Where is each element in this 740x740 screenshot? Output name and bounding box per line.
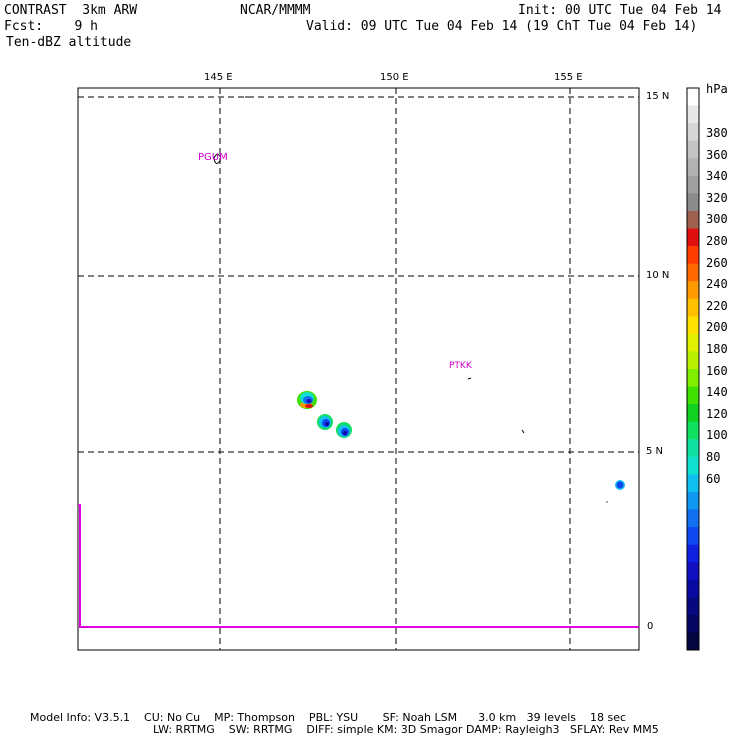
valid-time: Valid: 09 UTC Tue 04 Feb 14 (19 ChT Tue … (306, 19, 698, 34)
colorbar-swatch (687, 491, 699, 510)
colorbar-label: 180 (706, 342, 728, 356)
colorbar-border (686, 87, 700, 651)
colorbar-label: 100 (706, 428, 728, 443)
colorbar-swatch (687, 527, 699, 546)
colorbar-swatch (687, 369, 699, 388)
model-info-line1: Model Info: V3.5.1 CU: No Cu MP: Thompso… (30, 711, 627, 724)
colorbar-swatch (687, 281, 699, 300)
magenta-profile-line (78, 504, 639, 628)
colorbar-label: 140 (706, 385, 728, 400)
model-info-line2: LW: RRTMG SW: RRTMG DIFF: simple KM: 3D … (153, 723, 659, 736)
colorbar-label: 280 (706, 234, 728, 248)
colorbar-swatch (687, 105, 699, 124)
colorbar (686, 87, 700, 651)
colorbar-label: 320 (706, 190, 728, 205)
colorbar-label: 260 (706, 255, 728, 270)
echo-cell-2 (317, 414, 333, 430)
colorbar-swatch (687, 158, 699, 177)
colorbar-swatch (687, 333, 699, 352)
experiment-name: CONTRAST (4, 3, 67, 18)
colorbar-swatch (687, 474, 699, 493)
colorbar-swatch (687, 228, 699, 247)
profile-zero-label: 0 (647, 621, 654, 632)
coastlines (213, 96, 525, 434)
colorbar-label: 300 (706, 212, 728, 227)
field-name: Ten-dBZ altitude (6, 35, 132, 50)
colorbar-swatch (687, 175, 699, 194)
chuuk-coastline (467, 377, 472, 380)
colorbar-swatch (687, 456, 699, 475)
colorbar-swatch (687, 298, 699, 317)
colorbar-swatch (687, 316, 699, 335)
center-name: NCAR/MMMM (240, 3, 311, 18)
pohnpei-coastline (521, 429, 525, 434)
echo-cell-1 (297, 391, 317, 409)
colorbar-label: 60 (706, 471, 721, 486)
echo-cell-3 (336, 422, 352, 438)
colorbar-label: 340 (706, 169, 728, 184)
colorbar-swatch (687, 421, 699, 440)
colorbar-swatch (687, 544, 699, 563)
colorbar-label: 120 (706, 406, 728, 421)
colorbar-swatch (687, 88, 699, 107)
experiment-title: CONTRAST 3km ARW (4, 3, 137, 18)
station-label-ptkk: PTKK (449, 361, 472, 371)
lat-lon-grid (78, 88, 639, 650)
colorbar-swatch (687, 404, 699, 423)
colorbar-label: 380 (706, 126, 728, 140)
colorbar-label: 220 (706, 298, 728, 313)
colorbar-swatch (687, 579, 699, 598)
model-name: 3km ARW (82, 3, 138, 18)
map-frame (77, 87, 640, 651)
guam-coastline (213, 153, 222, 164)
fcst-label: Fcst: (4, 19, 44, 34)
colorbar-label: 80 (706, 450, 721, 464)
colorbar-swatch (687, 614, 699, 633)
colorbar-label: 360 (706, 147, 728, 162)
colorbar-swatch (687, 210, 699, 229)
lon-label-155e: 155 E (554, 72, 583, 83)
lat-label-15n: 15 N (646, 91, 670, 102)
forecast-hour: Fcst: 9 h (4, 19, 98, 34)
colorbar-swatch (687, 562, 699, 581)
colorbar-swatch (687, 263, 699, 282)
lat-label-10n: 10 N (646, 270, 670, 281)
init-time: Init: 00 UTC Tue 04 Feb 14 (518, 3, 722, 18)
colorbar-swatch (687, 140, 699, 159)
lat-label-5n: 5 N (646, 446, 664, 457)
colorbar-swatch (687, 509, 699, 528)
echo-cells (297, 391, 625, 503)
lon-label-150e: 150 E (380, 72, 409, 83)
colorbar-swatch (687, 351, 699, 370)
colorbar-swatch (687, 193, 699, 212)
colorbar-swatch (687, 439, 699, 458)
echo-cell-4 (606, 480, 625, 503)
colorbar-label: 160 (706, 363, 728, 378)
colorbar-swatch (687, 386, 699, 405)
fcst-value: 9 h (74, 19, 98, 34)
colorbar-swatch (687, 246, 699, 265)
lon-label-145e: 145 E (204, 72, 233, 83)
colorbar-unit: hPa (706, 82, 728, 96)
colorbar-label: 240 (706, 277, 728, 292)
colorbar-swatch (687, 597, 699, 616)
colorbar-swatch (687, 123, 699, 142)
colorbar-swatch (687, 632, 699, 651)
station-label-pgum: PGUM (198, 152, 228, 163)
colorbar-label: 200 (706, 320, 728, 335)
